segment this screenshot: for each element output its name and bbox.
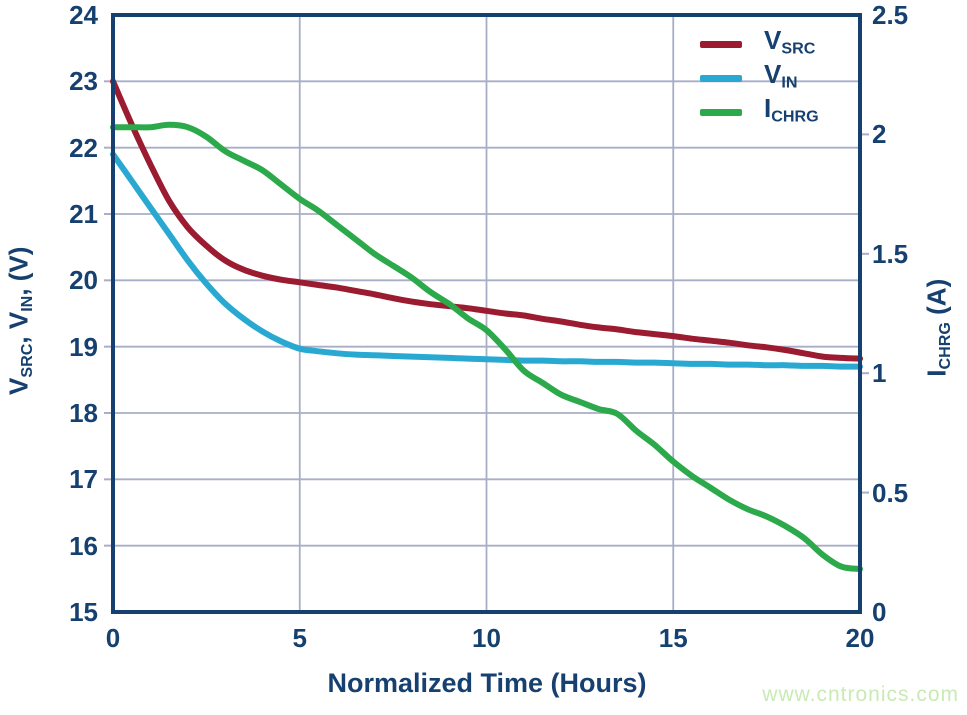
y-left-tick-label: 15 <box>69 597 98 627</box>
y-left-tick-label: 21 <box>69 199 98 229</box>
legend-item-ichrg: ICHRG <box>700 95 819 129</box>
watermark: www.cntronics.com <box>762 683 959 706</box>
y-left-tick-label: 23 <box>69 66 98 97</box>
x-tick-label: 0 <box>105 623 121 653</box>
y-left-sep2: , (V) <box>3 246 34 296</box>
y-right-tick-label: 2 <box>872 119 887 150</box>
legend-item-vsrc: VSRC <box>700 27 819 61</box>
legend-label-vsrc: VSRC <box>764 24 816 58</box>
y-right-tick-label: 0.5 <box>872 477 909 508</box>
legend-swatch-vsrc <box>700 40 742 48</box>
y-right-tick-label: 1 <box>872 358 887 389</box>
series-i_chrg <box>110 121 863 572</box>
x-tick-label: 20 <box>845 623 875 653</box>
legend-swatch-vin <box>700 74 742 82</box>
plot-spines <box>111 13 862 614</box>
y-right-tick-label: 1.5 <box>872 238 909 269</box>
y-left-sep1: , <box>3 329 34 344</box>
x-tick-label: 5 <box>292 623 307 653</box>
y-left-tick-label: 20 <box>69 265 98 296</box>
y-left-sub1: SRC <box>17 343 36 378</box>
y-left-tick-label: 24 <box>69 0 98 30</box>
legend-swatch-ichrg <box>700 108 742 116</box>
y-right-unit: (A) <box>921 278 952 323</box>
legend: VSRC VIN ICHRG <box>700 27 819 129</box>
y-left-sub2: IN <box>17 295 36 312</box>
y-left-tick-label: 16 <box>69 530 98 561</box>
x-tick-label: 10 <box>472 623 501 653</box>
series-v_in <box>110 151 863 370</box>
y-right-tick-label: 0 <box>872 597 887 627</box>
y-left-tick-label: 19 <box>69 331 98 362</box>
x-tick-label: 15 <box>658 623 688 653</box>
y-right-tick-label: 2.5 <box>872 0 909 30</box>
y-left-sym1: V <box>3 377 34 395</box>
x-axis-title: Normalized Time (Hours) <box>327 668 647 698</box>
y-left-sym2: V <box>3 311 34 330</box>
y-left-tick-label: 17 <box>69 464 98 495</box>
legend-label-vin: VIN <box>764 58 798 92</box>
legend-item-vin: VIN <box>700 61 819 95</box>
y-left-tick-label: 22 <box>69 132 98 163</box>
legend-label-ichrg: ICHRG <box>764 92 819 126</box>
series-v_src <box>110 78 863 362</box>
y-left-tick-label: 18 <box>69 398 98 428</box>
y-axis-left-title: VSRC, VIN, (V) <box>3 141 37 501</box>
